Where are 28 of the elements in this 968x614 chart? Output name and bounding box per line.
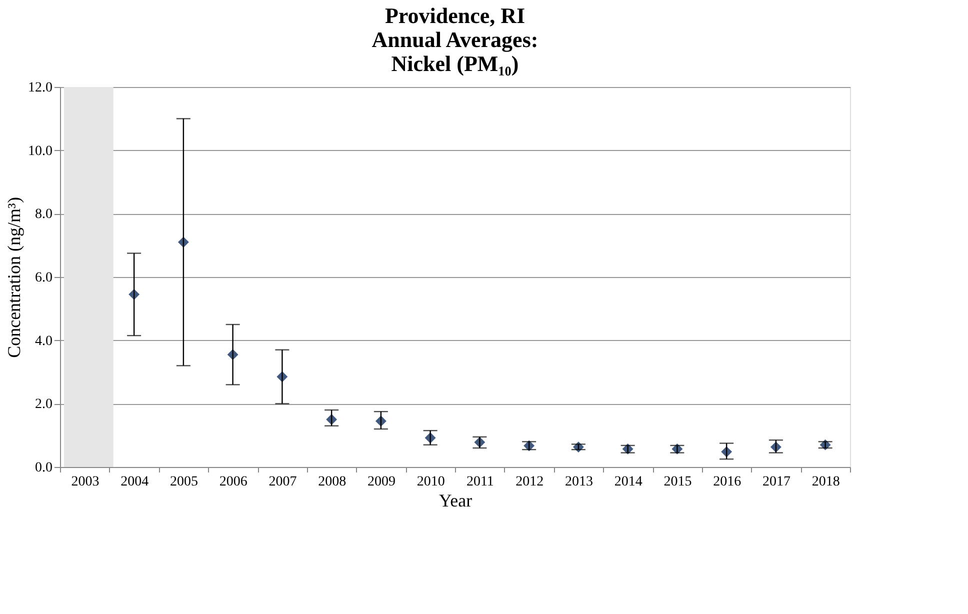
- x-tick-label: 2005: [170, 474, 198, 490]
- y-tick-label: 10.0: [28, 144, 52, 159]
- x-tick-label: 2017: [762, 474, 790, 490]
- text: Nickel (PM₁₀): [391, 51, 519, 76]
- x-tick-label: 2010: [416, 474, 445, 490]
- text: Annual Averages:: [372, 27, 538, 52]
- x-tick-label: 2013: [564, 474, 593, 490]
- y-tick-label: 8.0: [35, 207, 52, 222]
- y-tick-label: 0.0: [35, 460, 52, 476]
- x-tick-label: 2014: [614, 474, 642, 490]
- x-axis-title: Year: [438, 490, 472, 510]
- x-tick-label: 2006: [219, 474, 248, 490]
- y-tick-label: 4.0: [35, 334, 52, 349]
- x-tick-label: 2007: [268, 474, 297, 490]
- x-tick-label: 2008: [318, 474, 346, 490]
- x-tick-label: 2018: [812, 474, 840, 490]
- y-axis-title: Concentration (ng/m³): [4, 197, 24, 358]
- x-tick-label: 2009: [367, 474, 396, 490]
- x-tick-label: 2016: [713, 474, 742, 490]
- y-tick-label: 2.0: [35, 397, 52, 412]
- x-tick-label: 2011: [466, 474, 494, 490]
- text: Providence, RI: [384, 3, 526, 28]
- x-tick-label: 2003: [71, 474, 100, 490]
- x-tick-label: 2004: [120, 474, 149, 490]
- x-tick-label: 2015: [664, 474, 692, 490]
- x-tick-label: 2012: [516, 474, 544, 490]
- y-tick-label: 6.0: [35, 270, 52, 286]
- y-tick-label: 12.0: [28, 80, 52, 96]
